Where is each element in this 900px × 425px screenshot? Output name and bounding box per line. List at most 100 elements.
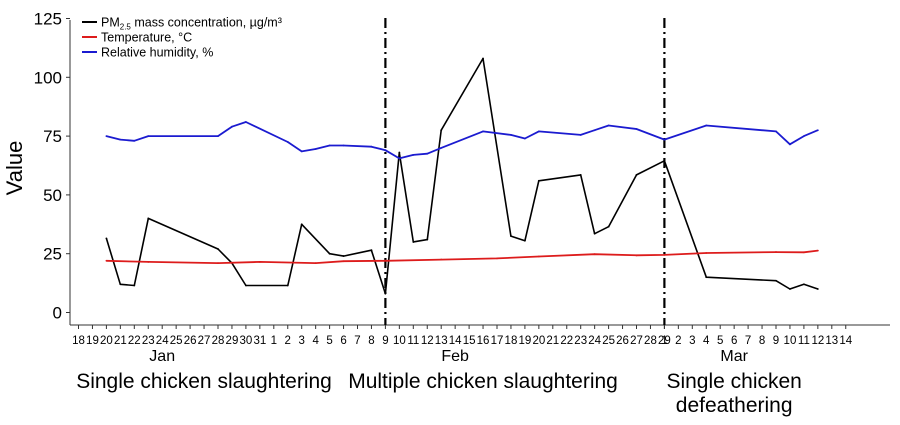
x-tick-label: 19 — [519, 335, 532, 347]
x-tick-label: 13 — [435, 335, 448, 347]
x-tick-label: 3 — [298, 335, 304, 347]
y-tick-label: 75 — [43, 127, 62, 146]
data-point — [217, 248, 219, 250]
data-point — [314, 148, 317, 150]
y-tick-label: 125 — [34, 10, 62, 29]
y-tick-label: 50 — [43, 186, 62, 205]
x-tick-label: 7 — [354, 335, 360, 347]
x-tick-label: 5 — [326, 335, 332, 347]
data-point — [384, 149, 387, 152]
data-point — [384, 292, 387, 295]
data-point — [342, 144, 345, 147]
y-tick-label: 0 — [53, 304, 62, 323]
data-point — [537, 255, 540, 258]
x-tick-label: 4 — [312, 335, 319, 347]
x-tick-label: 14 — [449, 335, 462, 347]
x-tick-label: 28 — [644, 335, 657, 347]
data-point — [300, 223, 303, 226]
x-tick-label: 12 — [421, 335, 434, 347]
data-point — [775, 279, 777, 282]
period-caption: defeathering — [676, 394, 793, 417]
data-point — [119, 283, 122, 286]
data-point — [147, 135, 150, 138]
y-axis-label: Value — [2, 141, 27, 196]
data-point — [635, 174, 638, 176]
x-tick-label: 28 — [212, 335, 225, 347]
x-tick-label: 12 — [811, 335, 824, 347]
x-tick-label: 23 — [574, 335, 587, 347]
x-tick-label: 14 — [839, 335, 852, 347]
data-point — [482, 130, 484, 133]
data-point — [537, 130, 540, 133]
month-label: Jan — [149, 348, 175, 365]
x-tick-label: 3 — [689, 335, 695, 347]
month-label: Mar — [720, 348, 748, 365]
data-point — [426, 152, 429, 155]
data-point — [816, 129, 819, 132]
series-line — [106, 249, 818, 265]
x-tick-label: 5 — [717, 335, 723, 347]
x-tick-label: 24 — [156, 335, 169, 347]
data-point — [300, 150, 303, 153]
x-tick-label: 9 — [773, 335, 779, 347]
legend-entry: PM2.5 mass concentration, µg/m³ — [101, 16, 282, 32]
y-tick-label: 100 — [34, 68, 62, 87]
data-point — [607, 124, 610, 127]
data-point — [663, 138, 666, 141]
data-point — [593, 129, 596, 132]
data-point — [328, 252, 331, 255]
x-tick-label: 11 — [798, 335, 810, 347]
data-point — [147, 261, 150, 263]
x-tick-label: 21 — [546, 335, 559, 347]
data-point — [412, 154, 415, 156]
data-point — [635, 254, 638, 257]
data-point — [593, 253, 596, 256]
data-point — [426, 238, 429, 241]
data-point — [342, 260, 345, 263]
data-point — [342, 255, 345, 257]
x-tick-label: 30 — [240, 335, 253, 347]
data-point — [816, 249, 819, 252]
data-point — [705, 276, 708, 279]
data-point — [147, 217, 150, 220]
data-point — [705, 124, 708, 127]
data-point — [398, 157, 401, 160]
x-tick-label: 25 — [602, 335, 615, 347]
x-tick-label: 2 — [675, 335, 681, 347]
data-point — [286, 284, 289, 287]
data-point — [524, 137, 526, 140]
x-tick-label: 15 — [463, 335, 476, 347]
x-tick-label: 20 — [100, 335, 113, 347]
x-tick-label: 2 — [285, 335, 291, 347]
x-tick-label: 9 — [382, 335, 388, 347]
data-point — [217, 135, 219, 138]
data-point — [775, 130, 777, 133]
data-point — [803, 283, 805, 286]
x-tick-label: 1 — [661, 335, 667, 347]
data-point — [803, 251, 805, 254]
series-layer — [105, 18, 819, 325]
x-tick-label: 27 — [198, 335, 211, 347]
x-tick-label: 6 — [731, 335, 737, 347]
data-point — [105, 237, 108, 240]
data-point — [663, 253, 666, 256]
x-tick-label: 13 — [825, 335, 838, 347]
data-point — [119, 138, 122, 141]
x-tick-label: 29 — [658, 335, 671, 347]
data-point — [398, 151, 401, 154]
x-tick-label: 26 — [184, 335, 197, 347]
data-point — [482, 57, 484, 60]
x-tick-label: 10 — [393, 335, 406, 347]
month-label: Feb — [441, 348, 469, 365]
x-tick-label: 31 — [253, 335, 266, 347]
data-point — [803, 135, 805, 138]
data-point — [440, 146, 443, 149]
data-point — [775, 251, 777, 253]
data-point — [607, 225, 610, 228]
data-point — [663, 159, 666, 162]
data-point — [286, 141, 289, 143]
x-tick-label: 25 — [170, 335, 183, 347]
x-tick-label: 21 — [114, 335, 127, 347]
data-point — [245, 121, 247, 123]
